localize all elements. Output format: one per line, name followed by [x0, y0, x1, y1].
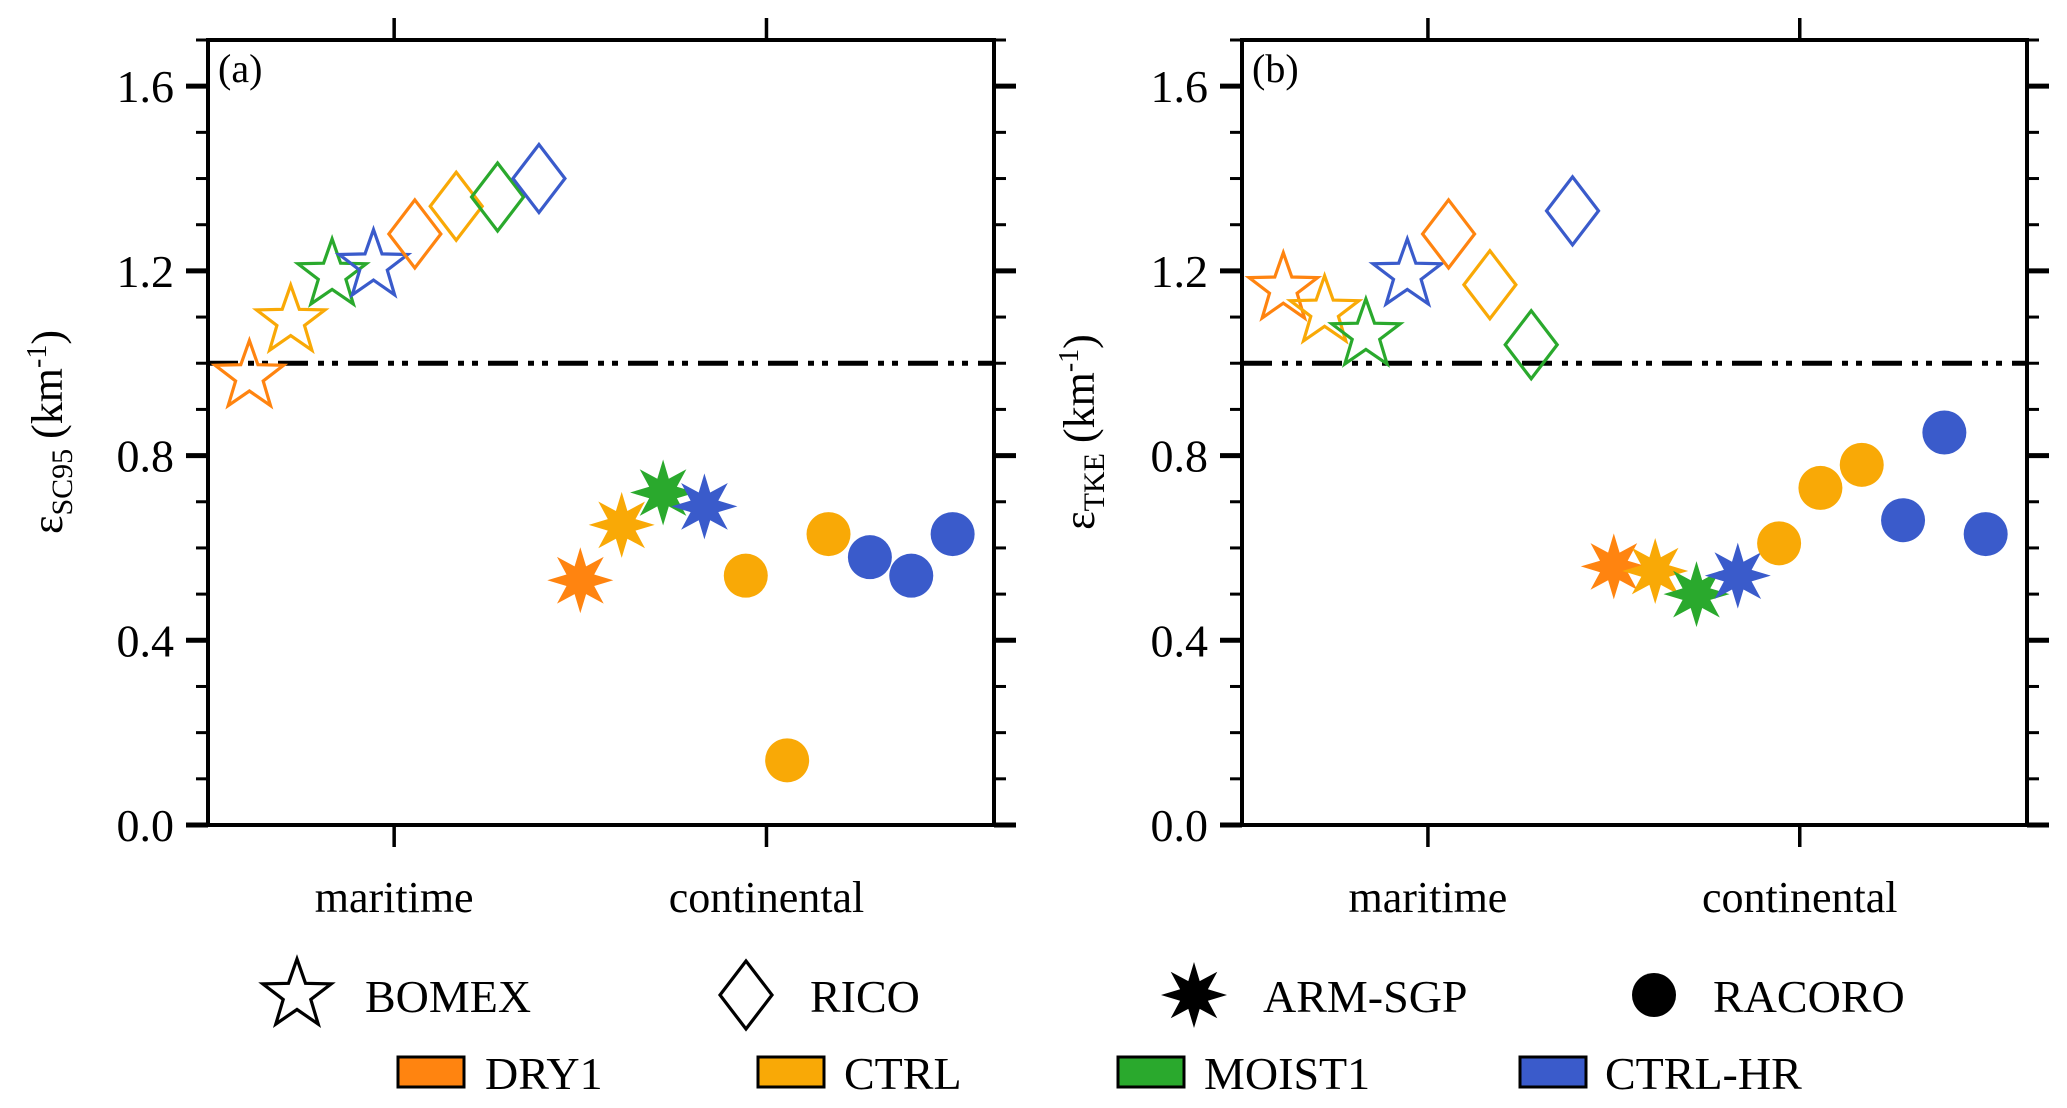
open-diamond-icon: [717, 958, 775, 1032]
data-point-arm-sgp-ctrl-hr: [671, 473, 738, 540]
panel-a: (a) εSC95 (km-1) 0.0 0.4 0.8 1.2 1.6 maritime c…: [22, 18, 1016, 922]
data-point-rico-ctrl-hr: [510, 141, 567, 216]
y-label-close: ): [1055, 334, 1104, 349]
data-point-arm-sgp-ctrl: [1622, 538, 1689, 604]
x-category-label: continental: [669, 873, 865, 922]
filled-circle-icon: [1632, 973, 1676, 1017]
legend-item-ctrl-hr: CTRL-HR: [1518, 1048, 1802, 1099]
legend-label: BOMEX: [365, 971, 531, 1022]
data-point-bomex-dry1: [1244, 247, 1323, 322]
color-swatch: [756, 1055, 826, 1089]
y-tick-label: 1.2: [1151, 246, 1209, 297]
legend-label: RICO: [810, 971, 920, 1022]
data-point-racoro-ctrl-hr: [1922, 410, 1967, 455]
data-point-arm-sgp-dry1: [547, 547, 614, 614]
y-tick-label: 0.8: [117, 431, 175, 482]
data-point-racoro-ctrl-hr: [1963, 512, 2008, 557]
y-label-subscript: TKE: [1078, 453, 1111, 511]
y-label-superscript: -1: [22, 345, 53, 368]
data-point-racoro-ctrl: [806, 512, 851, 557]
legend-item-bomex: BOMEX: [258, 954, 531, 1029]
filled-circle-icon: [1632, 973, 1676, 1017]
y-tick-label: 1.2: [117, 246, 175, 297]
data-point-bomex-moist1: [1327, 294, 1405, 368]
y-label-close: ): [23, 330, 72, 345]
y-tick-label: 0.8: [1151, 431, 1209, 482]
legend-label: ARM-SGP: [1263, 971, 1468, 1022]
legend-item-moist1: MOIST1: [1116, 1048, 1370, 1099]
data-point-bomex-dry1: [210, 335, 289, 410]
color-swatch: [1116, 1055, 1186, 1089]
data-point-racoro-ctrl: [1839, 442, 1884, 487]
legend-item-dry1: DRY1: [396, 1048, 603, 1099]
filled-star-icon: [1161, 962, 1227, 1028]
legend-item-rico: RICO: [717, 958, 920, 1032]
y-label-symbol: ε: [23, 516, 72, 534]
panel-label: (a): [218, 46, 262, 91]
data-point-bomex-ctrl: [1285, 270, 1364, 345]
y-tick-label: 1.6: [117, 61, 175, 112]
y-axis-label: εTKE (km-1): [1054, 334, 1111, 530]
legend-item-racoro: RACORO: [1632, 971, 1905, 1022]
panel-label: (b): [1252, 46, 1299, 91]
data-point-racoro-ctrl-hr: [1881, 498, 1926, 543]
data-point-bomex-ctrl-hr: [334, 224, 413, 299]
y-tick-label: 0.4: [1151, 615, 1209, 666]
data-point-racoro-ctrl: [1757, 521, 1802, 566]
color-swatch: [396, 1055, 466, 1089]
plot-frame: [206, 38, 996, 827]
data-point-arm-sgp-moist1: [630, 459, 697, 526]
y-axis-label: εSC95 (km-1): [22, 330, 79, 534]
legend: BOMEX RICO ARM-SGP RACORO DRY1 CTRL MOIS…: [258, 954, 1905, 1099]
data-point-racoro-ctrl: [723, 553, 768, 598]
data-point-bomex-moist1: [293, 234, 371, 308]
y-label-subscript: SC95: [46, 449, 79, 516]
data-point-racoro-ctrl-hr: [889, 553, 934, 598]
data-point-rico-dry1: [386, 197, 443, 271]
data-point-racoro-ctrl-hr: [930, 512, 975, 557]
data-point-racoro-ctrl-hr: [847, 535, 892, 580]
color-swatch: [1518, 1055, 1588, 1089]
y-label-symbol: ε: [1055, 511, 1104, 529]
open-star-icon: [258, 954, 336, 1029]
data-point-rico-ctrl-hr: [1544, 174, 1601, 248]
panel-b: (b) εTKE (km-1) 0.0 0.4 0.8 1.2 1.6 maritime co…: [1054, 18, 2049, 922]
y-label-unit: (km: [1055, 372, 1104, 443]
filled-star-icon: [1161, 962, 1227, 1028]
y-tick-label: 1.6: [1151, 61, 1209, 112]
legend-label: RACORO: [1713, 971, 1905, 1022]
data-point-racoro-ctrl: [1798, 465, 1843, 510]
x-category-label: continental: [1702, 873, 1898, 922]
data-point-bomex-ctrl: [251, 280, 330, 355]
y-tick-label: 0.0: [1151, 800, 1209, 851]
data-point-rico-moist1: [1503, 308, 1560, 382]
legend-label: MOIST1: [1204, 1048, 1370, 1099]
legend-item-ctrl: CTRL: [756, 1048, 962, 1099]
legend-item-arm-sgp: ARM-SGP: [1161, 962, 1468, 1028]
x-category-label: maritime: [1348, 873, 1507, 922]
y-tick-label: 0.4: [117, 615, 175, 666]
data-point-arm-sgp-dry1: [1580, 533, 1647, 600]
y-label-unit: (km: [23, 368, 72, 439]
legend-label: CTRL: [844, 1048, 962, 1099]
data-point-racoro-ctrl: [765, 738, 810, 783]
open-star-icon: [258, 954, 336, 1029]
data-point-rico-dry1: [1420, 197, 1477, 271]
legend-label: DRY1: [485, 1048, 603, 1099]
data-point-bomex-ctrl-hr: [1368, 234, 1447, 308]
x-category-label: maritime: [315, 873, 474, 922]
data-point-rico-ctrl: [1461, 248, 1518, 322]
legend-label: CTRL-HR: [1605, 1048, 1802, 1099]
y-label-superscript: -1: [1054, 349, 1085, 372]
data-point-arm-sgp-ctrl-hr: [1704, 542, 1771, 609]
plot-frame: [1240, 38, 2029, 827]
data-point-rico-moist1: [469, 160, 526, 234]
data-point-arm-sgp-ctrl: [588, 491, 655, 558]
y-tick-label: 0.0: [117, 800, 175, 851]
open-diamond-icon: [717, 958, 775, 1032]
